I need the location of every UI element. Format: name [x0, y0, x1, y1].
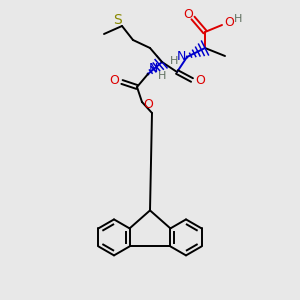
Text: H: H — [170, 56, 178, 66]
Text: O: O — [183, 8, 193, 20]
Text: O: O — [109, 74, 119, 88]
Text: O: O — [143, 98, 153, 110]
Text: S: S — [112, 13, 122, 27]
Text: H: H — [158, 71, 166, 81]
Text: N: N — [176, 50, 186, 62]
Text: N: N — [148, 62, 158, 76]
Text: H: H — [234, 14, 242, 24]
Text: O: O — [224, 16, 234, 28]
Text: O: O — [195, 74, 205, 86]
